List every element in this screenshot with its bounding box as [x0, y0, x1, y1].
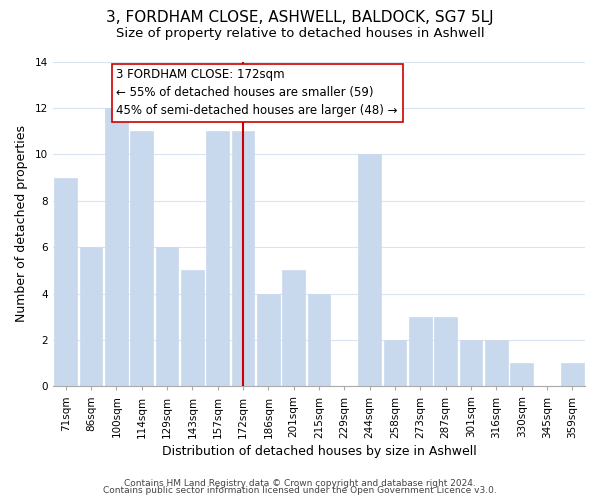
Bar: [206, 131, 229, 386]
Bar: [105, 108, 128, 386]
Text: 3 FORDHAM CLOSE: 172sqm
← 55% of detached houses are smaller (59)
45% of semi-de: 3 FORDHAM CLOSE: 172sqm ← 55% of detache…: [116, 68, 398, 117]
Text: Contains public sector information licensed under the Open Government Licence v3: Contains public sector information licen…: [103, 486, 497, 495]
Bar: [561, 363, 584, 386]
Bar: [80, 247, 103, 386]
Text: Contains HM Land Registry data © Crown copyright and database right 2024.: Contains HM Land Registry data © Crown c…: [124, 478, 476, 488]
Bar: [383, 340, 406, 386]
Text: Size of property relative to detached houses in Ashwell: Size of property relative to detached ho…: [116, 28, 484, 40]
Bar: [155, 247, 178, 386]
Bar: [460, 340, 482, 386]
Bar: [282, 270, 305, 386]
X-axis label: Distribution of detached houses by size in Ashwell: Distribution of detached houses by size …: [161, 444, 476, 458]
Bar: [257, 294, 280, 386]
Bar: [485, 340, 508, 386]
Bar: [308, 294, 331, 386]
Bar: [130, 131, 153, 386]
Bar: [358, 154, 381, 386]
Bar: [232, 131, 254, 386]
Bar: [181, 270, 204, 386]
Bar: [510, 363, 533, 386]
Bar: [409, 317, 432, 386]
Bar: [434, 317, 457, 386]
Y-axis label: Number of detached properties: Number of detached properties: [15, 126, 28, 322]
Text: 3, FORDHAM CLOSE, ASHWELL, BALDOCK, SG7 5LJ: 3, FORDHAM CLOSE, ASHWELL, BALDOCK, SG7 …: [106, 10, 494, 25]
Bar: [55, 178, 77, 386]
